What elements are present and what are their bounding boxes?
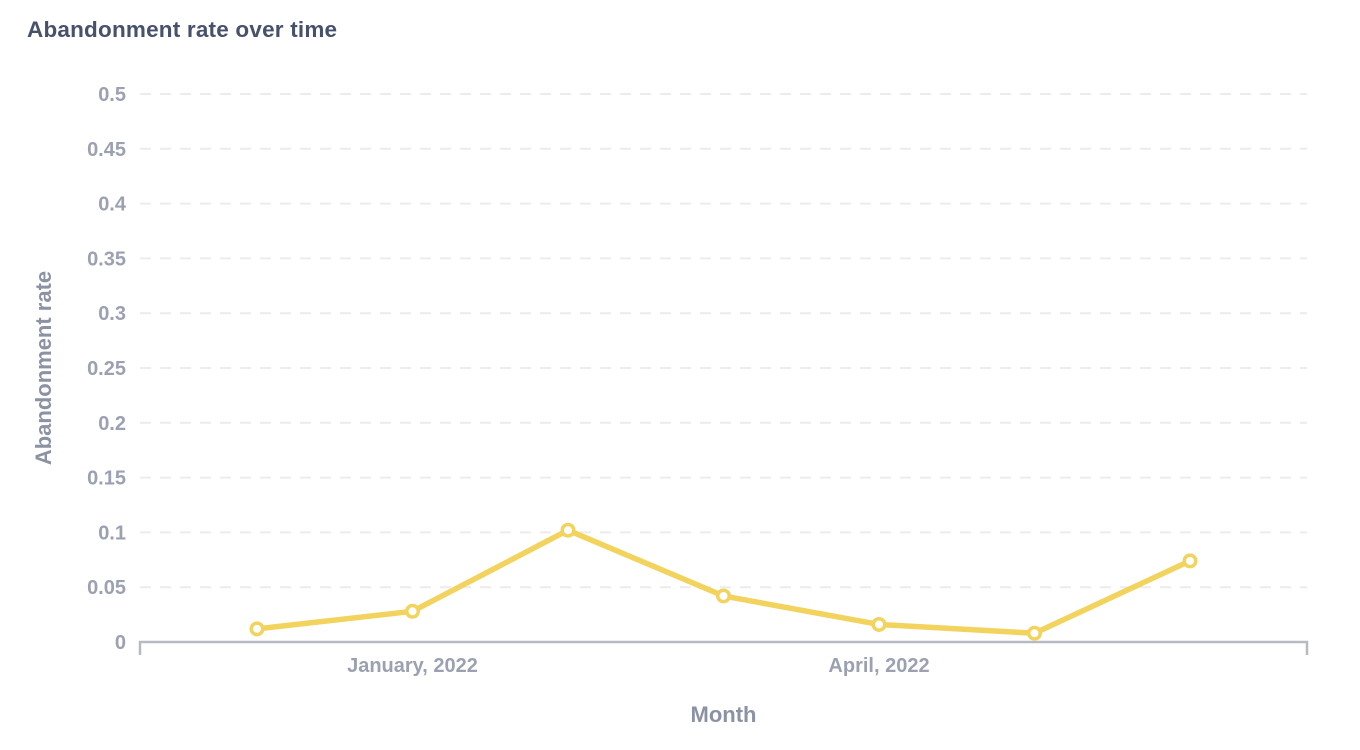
series-line	[254, 527, 1193, 636]
data-point-marker[interactable]	[560, 522, 576, 538]
y-tick-label: 0	[115, 632, 126, 654]
data-point-marker[interactable]	[405, 603, 420, 619]
y-tick-label: 0.35	[87, 248, 126, 270]
x-tick-label: January, 2022	[347, 655, 478, 677]
chart-title: Abandonment rate over time	[27, 17, 338, 42]
x-tick-label: April, 2022	[828, 655, 929, 677]
y-tick-label: 0.1	[98, 522, 126, 544]
data-point-marker[interactable]	[871, 616, 887, 632]
y-tick-label: 0.2	[98, 413, 126, 435]
x-axis-line	[138, 640, 1309, 655]
y-tick-label: 0.5	[98, 84, 126, 106]
data-point-marker[interactable]	[1027, 625, 1042, 641]
y-tick-label: 0.15	[87, 468, 126, 490]
y-tick-label: 0.05	[87, 577, 126, 599]
y-tick-label: 0.3	[98, 303, 126, 325]
y-tick-label: 0.4	[98, 194, 127, 216]
y-tick-label: 0.25	[87, 358, 126, 380]
y-axis-title-label: Abandonment rate	[31, 270, 56, 466]
data-point-marker[interactable]	[249, 621, 265, 637]
x-axis-title: Month	[690, 702, 757, 727]
data-point-marker[interactable]	[716, 588, 731, 604]
y-tick-label: 0.45	[87, 139, 126, 161]
data-point-marker[interactable]	[1182, 553, 1198, 569]
